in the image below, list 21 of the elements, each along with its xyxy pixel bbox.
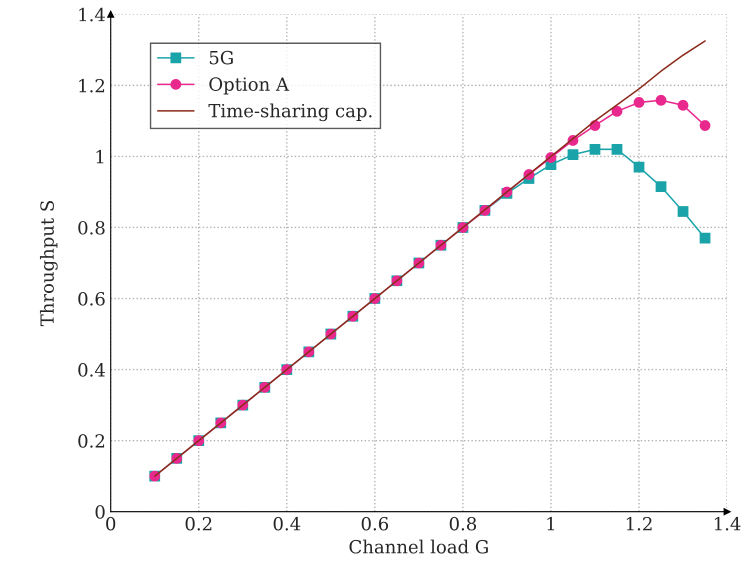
x-tick-label: 0.6 [362,516,388,531]
y-tick-label: 0.8 [78,220,105,235]
x-tick-label: 0.4 [274,516,300,531]
y-tick-label: 1.2 [79,78,104,92]
y-axis-title: Throughput S [40,201,58,326]
y-tick-label: 0.2 [78,434,104,448]
x-tick-label: 0.2 [186,516,212,531]
x-tick-label: 1.4 [714,516,741,531]
x-tick-label: 0 [106,516,116,531]
x-axis-title: Channel load G [349,540,488,554]
legend-label: Option A [209,77,290,94]
legend-label: Time-sharing cap. [208,103,372,122]
x-tick-label: 1.2 [626,516,652,531]
legend-label: 5G [210,50,233,64]
x-tick-label: 1 [547,516,554,530]
y-tick-label: 0 [96,505,105,519]
y-tick-label: 0.6 [78,292,105,306]
y-tick-label: 1.4 [79,8,105,22]
x-tick-label: 0.8 [450,516,476,531]
y-tick-label: 1 [96,150,104,164]
y-tick-label: 0.4 [78,363,105,377]
